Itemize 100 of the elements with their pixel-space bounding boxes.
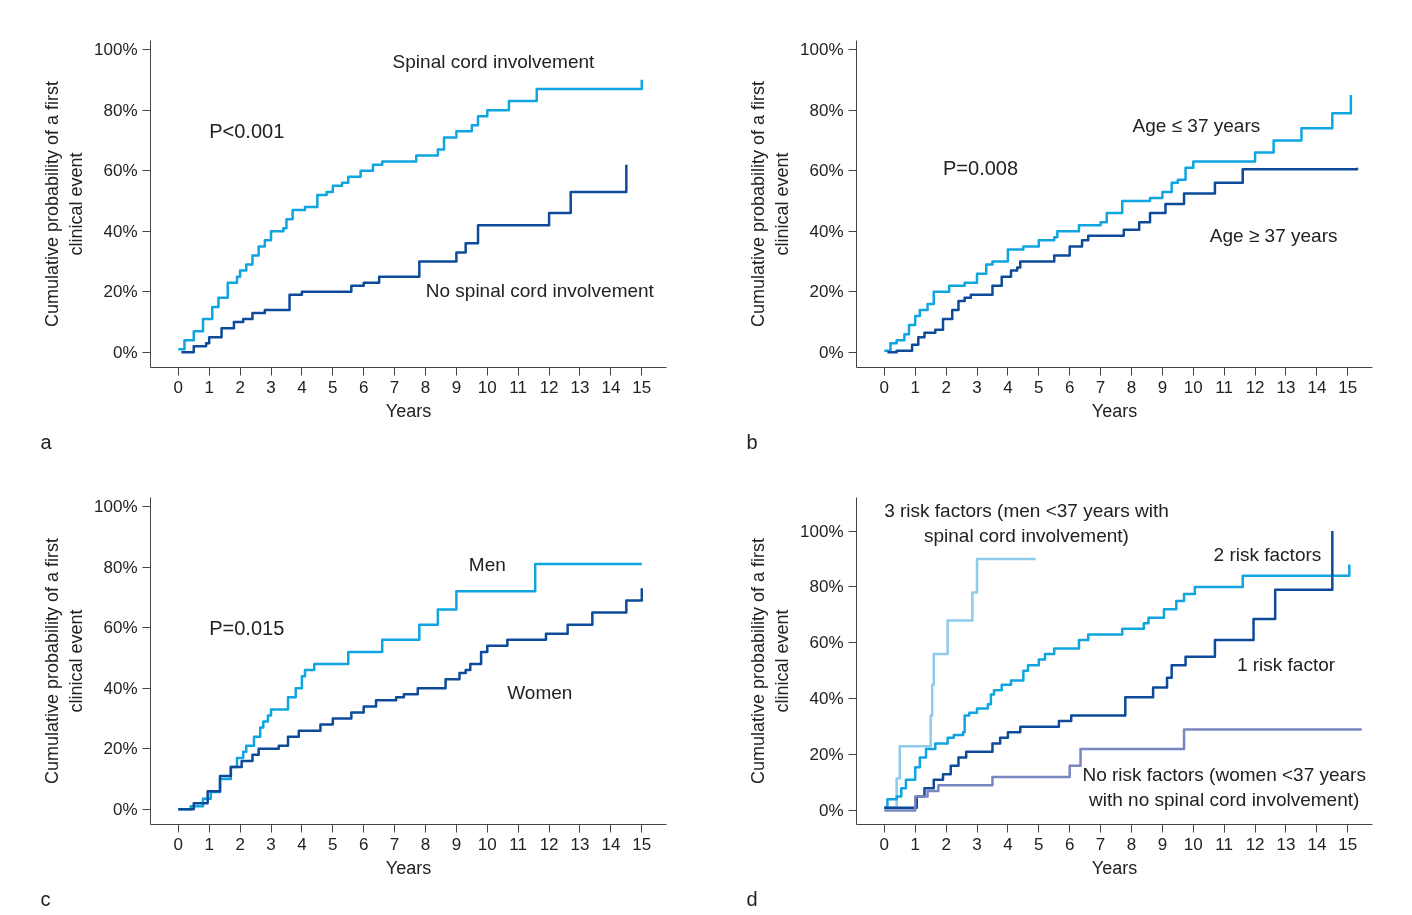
x-tick-label: 15	[632, 834, 652, 854]
x-tick-label: 2	[235, 834, 245, 854]
x-tick-label: 0	[173, 834, 184, 854]
y-axis-title: Cumulative probability of a first clinical event	[42, 80, 87, 328]
x-tick-label: 6	[1064, 834, 1075, 854]
y-tick-label: 20%	[103, 282, 138, 302]
y-tick-label: 0%	[818, 342, 844, 362]
y-tick-label: 100%	[800, 521, 844, 541]
x-tick-label: 1	[204, 377, 214, 397]
x-axis-title: Years	[385, 857, 432, 878]
x-axis-title: Years	[1091, 857, 1138, 878]
x-tick-label: 11	[509, 377, 528, 397]
x-tick-label: 4	[1003, 834, 1013, 854]
y-tick-label: 20%	[809, 745, 844, 765]
x-tick-label: 14	[1307, 377, 1327, 397]
x-axis-title: Years	[385, 400, 432, 421]
x-tick-label: 4	[297, 377, 307, 397]
x-tick-label: 6	[1064, 377, 1075, 397]
x-tick-label: 9	[1157, 377, 1168, 397]
y-tick-label: 60%	[809, 161, 844, 181]
y-tick-label: 40%	[809, 689, 844, 709]
y-axis-title: Cumulative probability of a first clinical event	[42, 537, 87, 785]
x-tick-label: 12	[539, 834, 559, 854]
x-tick-label: 0	[173, 377, 184, 397]
x-tick-label: 7	[389, 377, 400, 397]
y-tick-label: 20%	[809, 282, 844, 302]
y-tick-label: 60%	[103, 161, 138, 181]
series-label: Age ≥ 37 years	[1209, 224, 1338, 246]
y-tick-label: 0%	[112, 342, 138, 362]
y-tick-label: 100%	[94, 40, 138, 60]
x-tick-label: 9	[451, 377, 462, 397]
x-tick-label: 7	[389, 834, 400, 854]
x-tick-label: 12	[1245, 377, 1265, 397]
x-tick-label: 5	[1034, 834, 1044, 854]
x-tick-label: 2	[235, 377, 245, 397]
y-tick-label: 0%	[818, 801, 844, 821]
series-label: Women	[507, 681, 573, 703]
x-tick-label: 13	[570, 377, 590, 397]
y-tick-label: 100%	[94, 497, 138, 517]
x-tick-label: 14	[1307, 834, 1327, 854]
x-tick-label: 12	[1245, 834, 1265, 854]
x-tick-label: 5	[1034, 377, 1044, 397]
series-label: 1 risk factor	[1236, 653, 1336, 675]
x-tick-label: 8	[420, 377, 431, 397]
y-tick-label: 0%	[112, 799, 138, 819]
x-tick-label: 3	[266, 377, 276, 397]
y-axis-title: Cumulative probability of a first clinical event	[748, 537, 793, 785]
x-tick-label: 8	[420, 834, 431, 854]
x-tick-label: 14	[601, 377, 621, 397]
x-tick-label: 15	[1338, 377, 1358, 397]
x-tick-label: 1	[204, 834, 214, 854]
series-label: No spinal cord involvement	[425, 279, 655, 301]
series-label: Age ≤ 37 years	[1132, 114, 1261, 136]
y-tick-label: 20%	[103, 739, 138, 759]
x-tick-label: 7	[1095, 834, 1106, 854]
text: d	[746, 887, 758, 910]
x-tick-label: 3	[972, 834, 982, 854]
y-axis-title: Cumulative probability of a first clinical event	[748, 80, 793, 328]
x-tick-label: 12	[539, 377, 559, 397]
x-tick-label: 11	[509, 834, 528, 854]
y-tick-label: 40%	[809, 221, 844, 241]
annotation: P<0.001	[209, 120, 285, 143]
x-tick-label: 4	[1003, 377, 1013, 397]
x-tick-label: 4	[297, 834, 307, 854]
y-tick-label: 40%	[103, 678, 138, 698]
x-tick-label: 2	[941, 834, 951, 854]
x-tick-label: 8	[1126, 834, 1137, 854]
x-tick-label: 15	[632, 377, 652, 397]
x-tick-label: 10	[477, 377, 497, 397]
annotation: P=0.008	[943, 156, 1019, 179]
x-tick-label: 9	[1157, 834, 1168, 854]
x-tick-label: 10	[477, 834, 497, 854]
text: a	[40, 430, 53, 453]
x-tick-label: 5	[328, 377, 338, 397]
x-tick-label: 3	[266, 834, 276, 854]
x-tick-label: 15	[1338, 834, 1358, 854]
y-tick-label: 80%	[809, 577, 844, 597]
x-tick-label: 14	[601, 834, 621, 854]
y-tick-label: 60%	[103, 618, 138, 638]
text: b	[746, 430, 758, 453]
series-label: 2 risk factors	[1213, 544, 1322, 566]
y-tick-label: 100%	[800, 40, 844, 60]
x-tick-label: 5	[328, 834, 338, 854]
x-tick-label: 10	[1183, 377, 1203, 397]
x-tick-label: 13	[1276, 377, 1296, 397]
x-tick-label: 8	[1126, 377, 1137, 397]
series-label: No risk factors (women <37 years with no spinal cord involvement)	[1082, 763, 1366, 810]
x-tick-label: 0	[879, 834, 890, 854]
x-tick-label: 3	[972, 377, 982, 397]
x-tick-label: 6	[358, 834, 369, 854]
series-label: Men	[468, 553, 506, 575]
y-tick-label: 80%	[103, 100, 138, 120]
x-tick-label: 2	[941, 377, 951, 397]
text: c	[40, 887, 51, 910]
x-tick-label: 0	[879, 377, 890, 397]
y-tick-label: 40%	[103, 221, 138, 241]
x-tick-label: 13	[1276, 834, 1296, 854]
x-tick-label: 10	[1183, 834, 1203, 854]
x-tick-label: 1	[910, 377, 920, 397]
x-tick-label: 1	[910, 834, 920, 854]
